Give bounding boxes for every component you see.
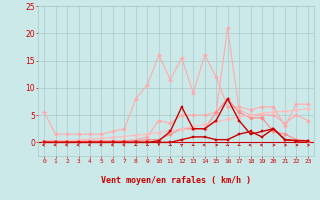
X-axis label: Vent moyen/en rafales ( km/h ): Vent moyen/en rafales ( km/h ) <box>101 176 251 185</box>
